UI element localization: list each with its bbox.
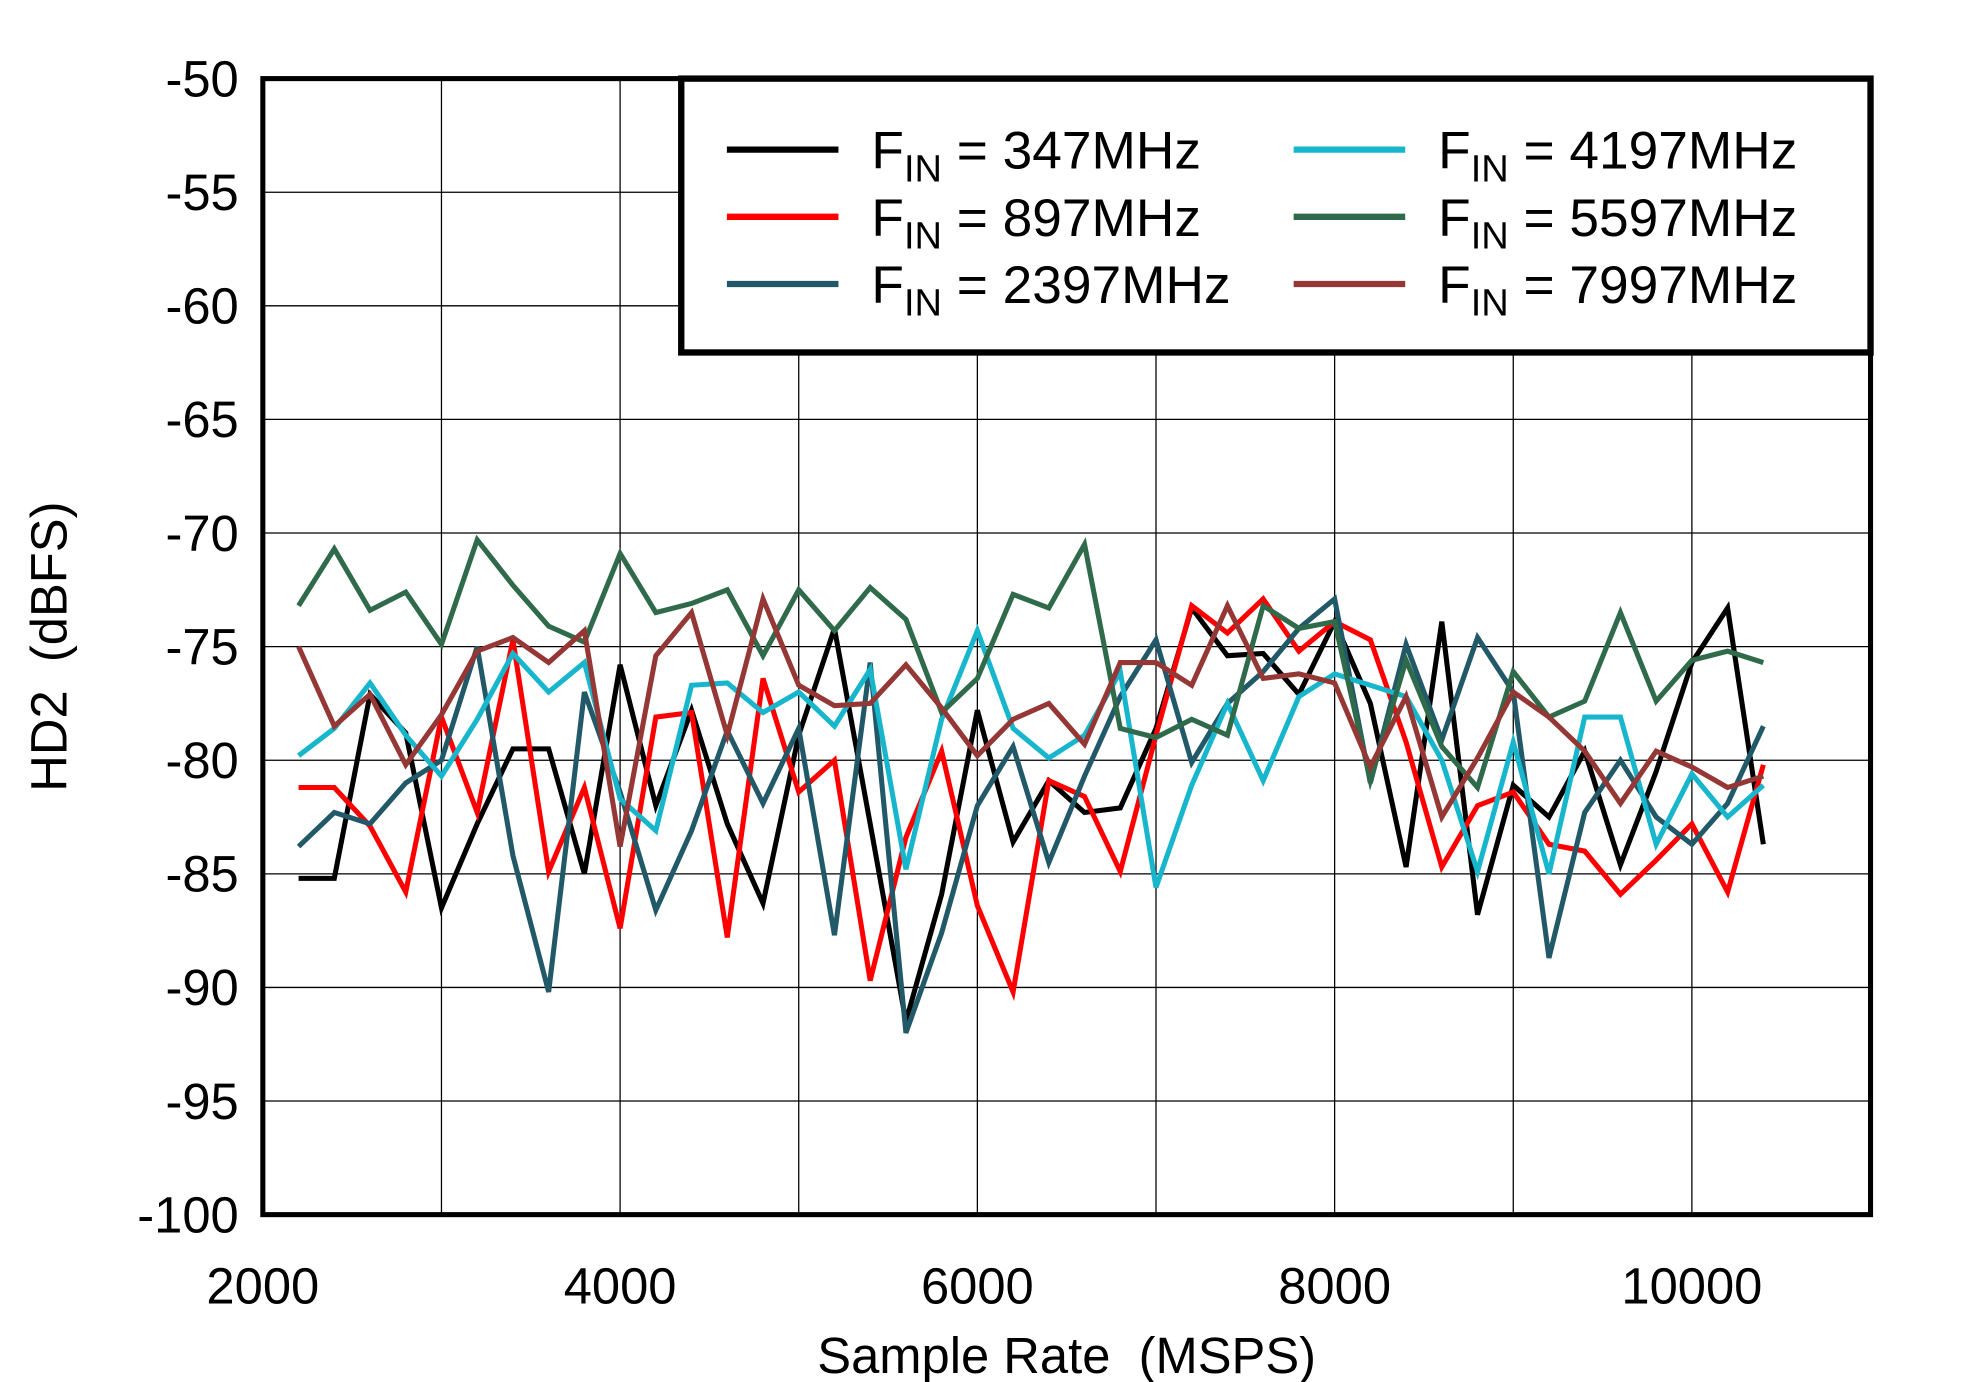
y-tick-label: -100 [137, 1186, 238, 1243]
y-tick-label: -90 [165, 959, 238, 1016]
y-tick-label: -50 [165, 50, 238, 107]
legend-label: FIN = 897MHz [871, 189, 1201, 258]
x-tick-label: 8000 [1278, 1257, 1391, 1314]
legend-label: FIN = 5597MHz [1438, 189, 1797, 258]
y-tick-label: -60 [165, 278, 238, 335]
x-tick-label: 4000 [564, 1257, 677, 1314]
y-tick-label: -95 [165, 1073, 238, 1130]
y-tick-label: -85 [165, 846, 238, 903]
legend-label: FIN = 2397MHz [871, 256, 1230, 325]
series-line-5 [296, 534, 1765, 793]
y-tick-label: -65 [165, 391, 238, 448]
legend-label: FIN = 4197MHz [1438, 122, 1797, 191]
y-tick-label: -80 [165, 732, 238, 789]
series-line-2 [298, 595, 1766, 1002]
series-line-3 [296, 594, 1766, 1034]
y-tick-label: -55 [165, 164, 238, 221]
y-tick-label: -70 [165, 505, 238, 562]
series-lines [296, 534, 1766, 1034]
x-tick-label: 6000 [921, 1257, 1034, 1314]
x-axis-label: Sample Rate (MSPS) [817, 1327, 1316, 1382]
legend-label: FIN = 347MHz [871, 122, 1201, 191]
series-line-6 [296, 590, 1765, 848]
y-tick-labels: -50 -55 -60 -65 -70 -75 -80 -85 -90 -95 -100 [137, 50, 238, 1243]
y-axis-label: HD2 (dBFS) [20, 502, 77, 792]
series-line-4 [297, 623, 1766, 889]
x-tick-label: 10000 [1621, 1257, 1762, 1314]
legend-label: FIN = 7997MHz [1438, 256, 1797, 325]
x-tick-label: 2000 [206, 1257, 319, 1314]
x-tick-labels: 2000 4000 6000 8000 10000 [206, 1257, 1762, 1314]
plot-frame [260, 76, 1874, 1218]
y-tick-label: -75 [165, 618, 238, 675]
